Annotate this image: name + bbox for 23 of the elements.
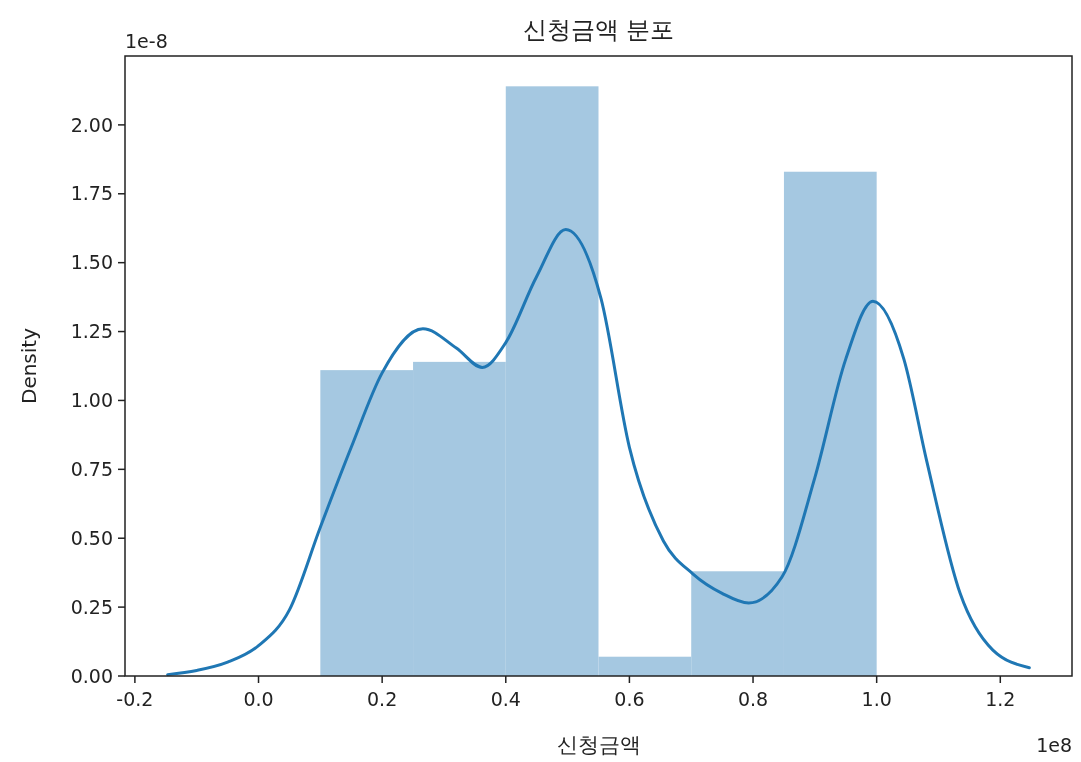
y-tick-label: 0.25 (70, 595, 113, 618)
y-tick-label: 1.00 (70, 389, 113, 412)
x-tick-label: 1.2 (985, 688, 1016, 710)
text: 1e8 (1036, 734, 1072, 756)
text: 1e-8 (125, 30, 168, 52)
x-axis-title: 신청금액 (556, 733, 641, 757)
y-tick-label: 1.50 (70, 251, 113, 274)
y-tick-label: 0.75 (70, 457, 113, 480)
y-tick-label: 1.25 (70, 320, 113, 343)
x-tick-label: 0.8 (737, 688, 769, 710)
y-tick-label: 0.50 (70, 526, 113, 549)
y-tick-label: 0.00 (70, 664, 113, 687)
x-tick-label: 0.6 (614, 688, 645, 710)
y-tick-label: 1.75 (70, 182, 113, 205)
x-tick-label: 0.4 (490, 688, 521, 710)
x-tick-label: -0.2 (116, 688, 154, 710)
y-tick-label: 2.00 (70, 113, 113, 136)
x-tick-label: 0.0 (243, 688, 274, 710)
x-tick-label: 0.2 (367, 688, 398, 710)
x-tick-label: 1.0 (861, 688, 892, 710)
line-series (166, 228, 1031, 677)
y-axis-title: Density (17, 327, 41, 405)
chart-title: 신청금액 분포 (522, 16, 675, 44)
